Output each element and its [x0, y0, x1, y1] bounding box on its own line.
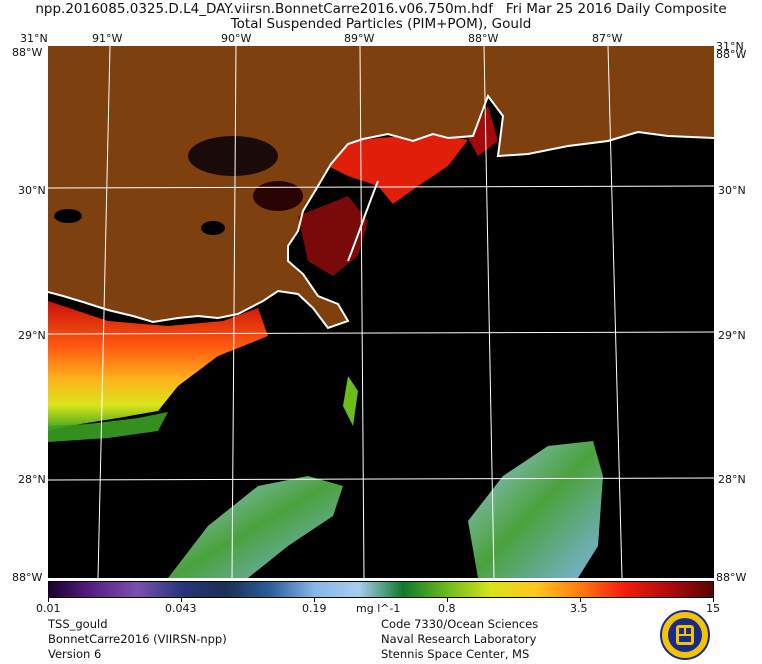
graticule-91w — [97, 46, 111, 578]
colorbar-tick — [713, 598, 714, 602]
chandeleur-islands — [347, 180, 379, 262]
corner-bottom-left-lon: 88°W — [12, 571, 43, 584]
filename: npp.2016085.0325.D.L4_DAY.viirsn.BonnetC… — [35, 1, 494, 17]
file-and-date-title: npp.2016085.0325.D.L4_DAY.viirsn.BonnetC… — [0, 1, 762, 17]
lat-label-left-29n: 29°N — [18, 329, 46, 342]
corner-top-right-lat: 31°N — [716, 40, 744, 53]
lake-borgne — [253, 181, 303, 211]
graticule-88w — [483, 46, 495, 578]
dataset-name: BonnetCarre2016 (VIIRSN-npp) — [48, 632, 227, 646]
colorbar-tick — [447, 598, 448, 602]
offshore-patch-small — [343, 376, 358, 426]
lon-label-87w: 87°W — [592, 32, 623, 45]
colorbar-unit: mg l^-1 — [356, 602, 401, 615]
graticule-29n — [48, 331, 714, 335]
colorbar-tick — [580, 598, 581, 602]
nrl-seal-logo — [660, 610, 710, 660]
offshore-patch-west — [168, 476, 343, 578]
lat-label-right-28n: 28°N — [718, 473, 746, 486]
lat-label-left-30n: 30°N — [18, 184, 46, 197]
org-code: Code 7330/Ocean Sciences — [381, 617, 539, 631]
colorbar-label-15: 15 — [706, 602, 720, 615]
date-label: Fri Mar 25 2016 Daily Composite — [505, 1, 727, 17]
version: Version 6 — [48, 647, 102, 661]
footer-left-info: TSS_gould BonnetCarre2016 (VIIRSN-npp) V… — [48, 617, 227, 662]
lon-label-91w: 91°W — [92, 32, 123, 45]
satellite-map — [48, 46, 714, 578]
graticule-28n — [48, 477, 714, 481]
mississippi-sound-band — [318, 134, 468, 204]
colorbar-tick — [181, 598, 182, 602]
graticule-30n — [48, 185, 714, 189]
colorbar-label-3.5: 3.5 — [570, 602, 588, 615]
lat-label-right-29n: 29°N — [718, 329, 746, 342]
lake-pontchartrain — [188, 136, 278, 176]
footer-right-info: Code 7330/Ocean Sciences Naval Research … — [381, 617, 538, 662]
lat-label-left-28n: 28°N — [18, 473, 46, 486]
color-scale-bar — [48, 581, 714, 598]
lon-label-88w: 88°W — [468, 32, 499, 45]
map-canvas — [48, 46, 714, 578]
colorbar-tick — [48, 598, 49, 602]
colorbar-label-0.043: 0.043 — [165, 602, 197, 615]
land-area — [48, 46, 714, 328]
plume-green-fringe — [48, 412, 168, 442]
colorbar-tick — [314, 598, 315, 602]
corner-top-right-lon: 88°W — [716, 48, 747, 61]
graticule-89w — [359, 46, 365, 578]
colorbar-label-0.8: 0.8 — [438, 602, 456, 615]
lon-label-90w: 90°W — [221, 32, 252, 45]
graticule-87w — [607, 46, 623, 578]
colorbar-label-0.19: 0.19 — [302, 602, 327, 615]
coastline — [48, 93, 714, 330]
org-name: Naval Research Laboratory — [381, 632, 537, 646]
product-code: TSS_gould — [48, 617, 108, 631]
mobile-bay-sediment — [468, 106, 498, 156]
lon-label-89w: 89°W — [344, 32, 375, 45]
lat-label-right-30n: 30°N — [718, 184, 746, 197]
graticule — [48, 46, 714, 578]
corner-top-left-lon: 88°W — [12, 46, 43, 59]
seal-icon — [660, 610, 710, 660]
offshore-patch-east — [468, 441, 603, 578]
corner-bottom-right-lon: 88°W — [716, 571, 747, 584]
graticule-90w — [231, 46, 237, 578]
colorbar-label-0.01: 0.01 — [36, 602, 61, 615]
corner-top-left-lat: 31°N — [20, 32, 48, 45]
org-location: Stennis Space Center, MS — [381, 647, 530, 661]
inland-pond-2 — [54, 209, 82, 223]
product-title: Total Suspended Particles (PIM+POM), Gou… — [230, 16, 532, 32]
inland-pond — [201, 221, 225, 235]
